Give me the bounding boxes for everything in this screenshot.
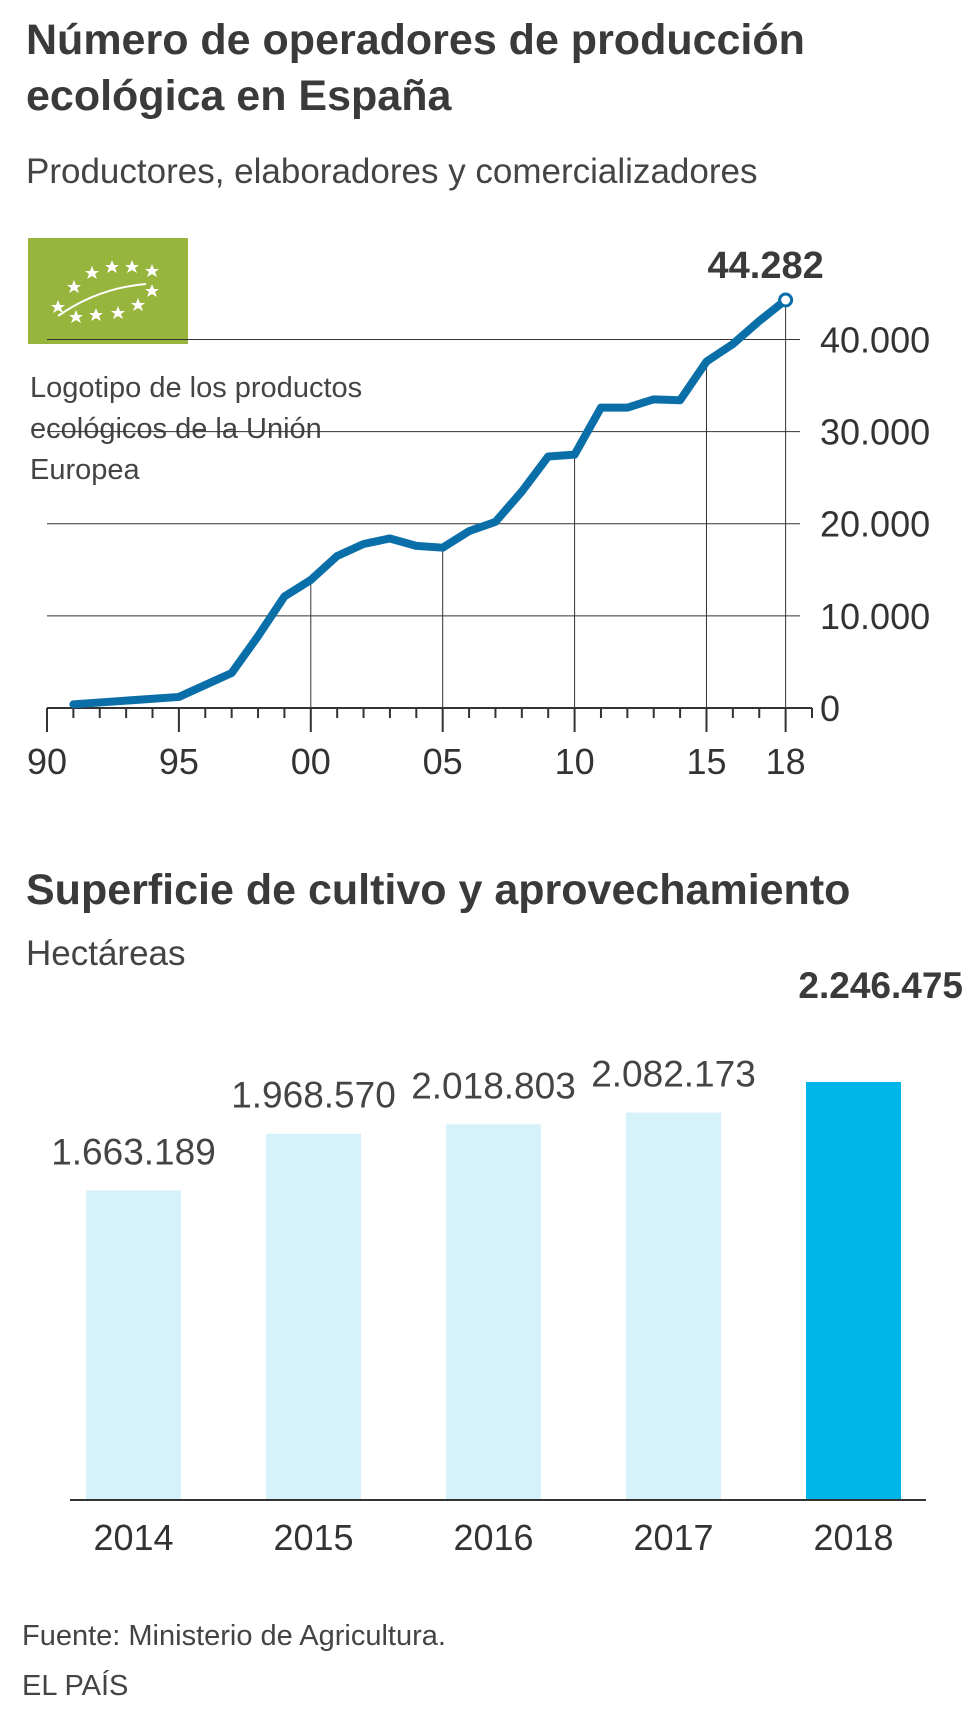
x-category-label: 2018 [813, 1517, 893, 1558]
x-category-label: 2014 [93, 1517, 173, 1558]
operators-line-chart: 0 10.000 20.000 30.000 40.000 90 95 00 05 10 15 18… [27, 245, 930, 782]
chart-title-operators: Número de operadores de producción ecoló… [26, 16, 805, 120]
publisher-credit: EL PAÍS [22, 1670, 129, 1702]
bar-value-label: 2.082.173 [591, 1054, 756, 1095]
chart-subtitle-operators: Productores, elaboradores y comercializa… [26, 152, 758, 191]
x-tick-label: 95 [159, 741, 199, 782]
bar [446, 1124, 541, 1500]
bar-value-label: 1.968.570 [231, 1075, 396, 1116]
x-category-label: 2015 [273, 1517, 353, 1558]
chart-subtitle-surface: Hectáreas [26, 934, 186, 973]
bar [626, 1112, 721, 1500]
y-tick-label: 40.000 [820, 319, 930, 360]
x-category-label: 2017 [633, 1517, 713, 1558]
leaf-stars-icon [51, 260, 159, 323]
y-tick-label: 10.000 [820, 596, 930, 637]
x-tick-label: 18 [766, 741, 806, 782]
x-tick-label: 90 [27, 741, 67, 782]
series-endpoint-marker [778, 292, 794, 308]
y-tick-label: 0 [820, 688, 840, 729]
chart-title-surface: Superficie de cultivo y aprovechamiento [26, 866, 851, 914]
x-tick-label: 05 [423, 741, 463, 782]
bar [806, 1082, 901, 1500]
x-tick-label: 00 [291, 741, 331, 782]
series-line [69, 296, 790, 709]
surface-bar-chart: 1.663.189 1.968.570 2.018.803 2.082.173 2.24… [51, 965, 963, 1558]
bar [86, 1190, 181, 1500]
bar-value-label: 2.018.803 [411, 1065, 576, 1106]
x-category-label: 2016 [453, 1517, 533, 1558]
highlight-value-label: 44.282 [708, 245, 824, 287]
x-tick-label: 15 [686, 741, 726, 782]
bar-value-label: 2.246.475 [798, 965, 963, 1006]
logo-caption: Logotipo de los productos ecológicos de … [30, 372, 363, 486]
eu-organic-logo [28, 238, 188, 344]
source-note: Fuente: Ministerio de Agricultura. [22, 1620, 446, 1652]
y-tick-label: 30.000 [820, 412, 930, 453]
bar-value-label: 1.663.189 [51, 1132, 216, 1173]
y-tick-label: 20.000 [820, 504, 930, 545]
x-tick-label: 10 [555, 741, 595, 782]
bar [266, 1133, 361, 1500]
